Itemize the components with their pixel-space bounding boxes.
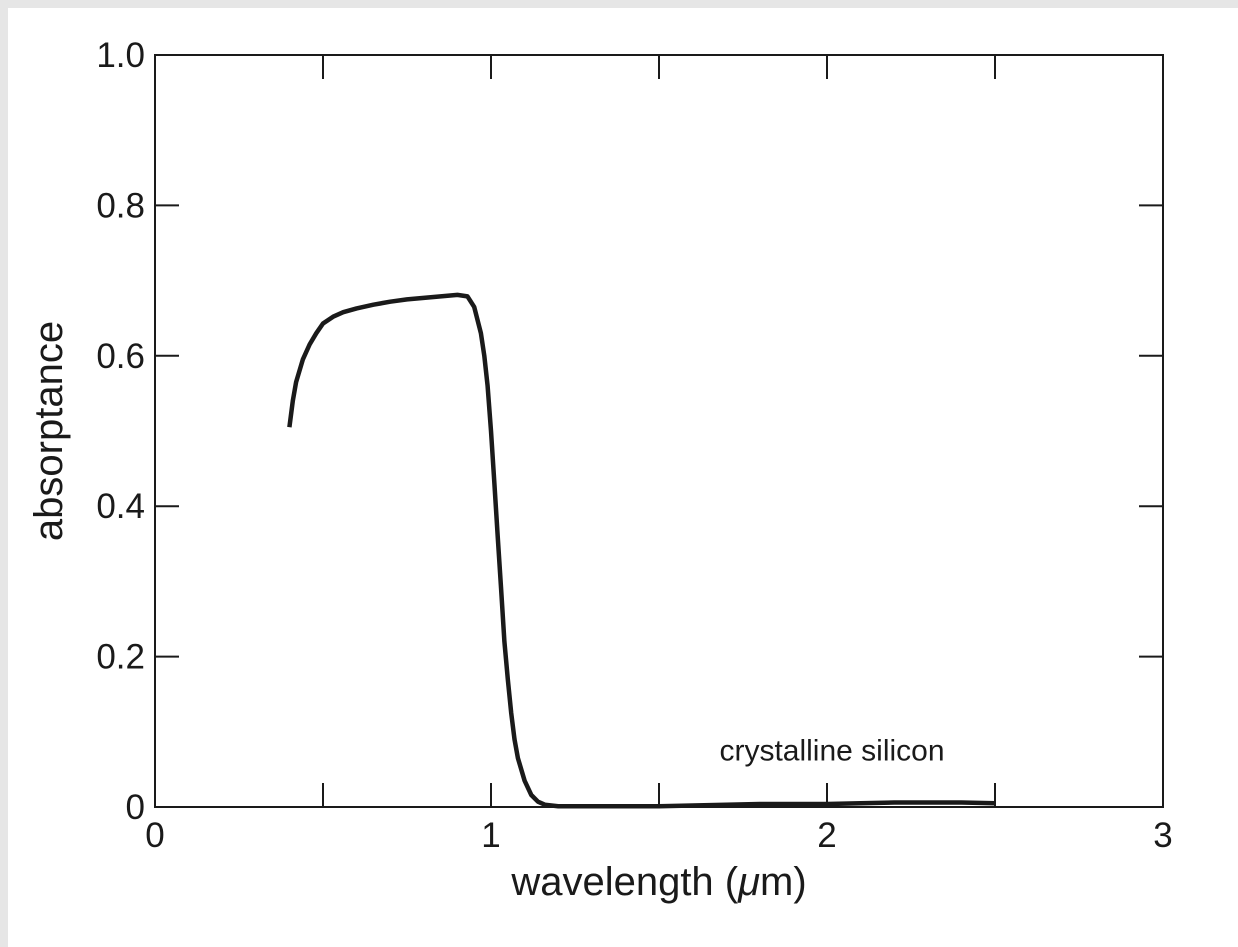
ticks-layer — [155, 55, 1163, 807]
x-tick-label: 2 — [817, 816, 836, 855]
y-axis-label: absorptance — [27, 321, 71, 541]
x-axis-label-main: wavelength ( — [510, 860, 738, 904]
axes-layer — [154, 54, 1164, 808]
tick-labels-layer: 0 1 2 3 0 0.2 0.4 0.6 0.8 1.0 — [96, 36, 1172, 855]
plot-frame — [154, 54, 1164, 808]
x-tick-label: 3 — [1153, 816, 1172, 855]
absorptance-series-line — [287, 292, 996, 809]
y-tick-label: 0.6 — [96, 337, 145, 376]
x-axis-label-unit: m) — [760, 860, 807, 904]
y-tick-label: 0.8 — [96, 186, 145, 225]
absorptance-chart: 0 1 2 3 0 0.2 0.4 0.6 0.8 1.0 crystalline silicon… — [27, 36, 1173, 904]
annotation-crystalline-silicon: crystalline silicon — [719, 734, 944, 767]
x-axis-label-mu: μ — [737, 860, 760, 904]
chart-canvas: 0 1 2 3 0 0.2 0.4 0.6 0.8 1.0 crystalline silicon… — [8, 8, 1238, 947]
series-layer — [287, 292, 996, 809]
y-tick-label: 0.2 — [96, 638, 145, 677]
y-tick-label: 0.4 — [96, 487, 145, 526]
y-tick-label: 0 — [126, 788, 145, 827]
x-tick-label: 1 — [481, 816, 500, 855]
y-tick-label: 1.0 — [96, 36, 145, 75]
x-tick-label: 0 — [145, 816, 164, 855]
x-axis-label: wavelength (μm) — [510, 860, 806, 904]
